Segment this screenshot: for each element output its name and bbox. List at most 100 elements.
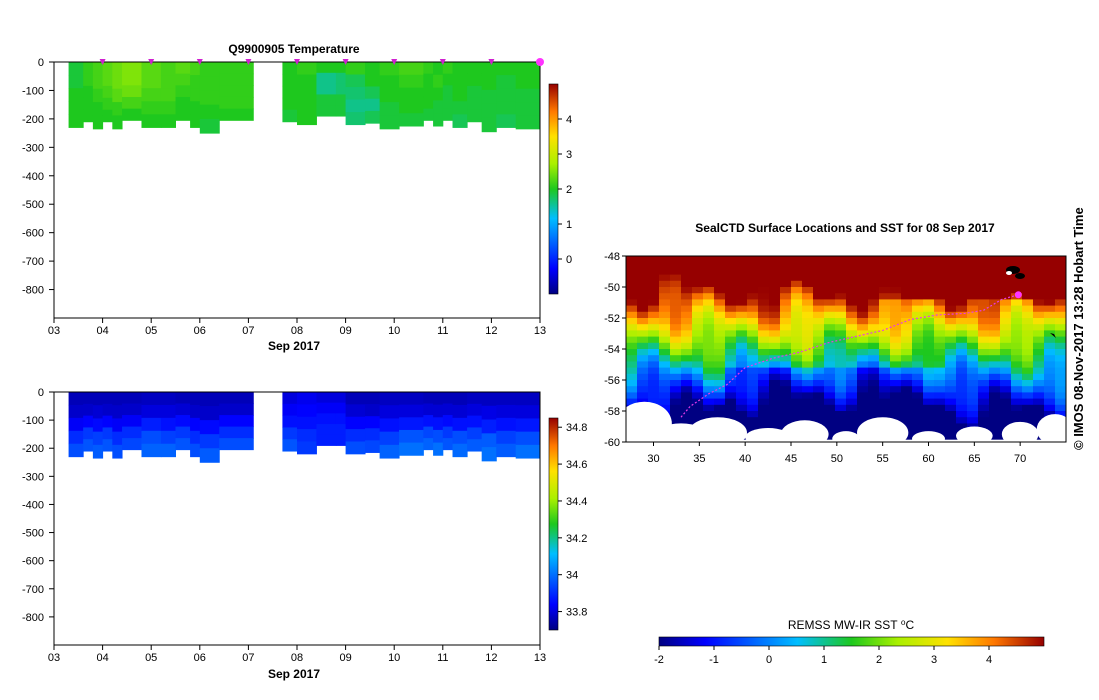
sst-cell [725, 262, 737, 269]
sst-cell [725, 349, 737, 356]
sst-cell [934, 349, 946, 356]
sst-cell [868, 262, 880, 269]
sst-cell [659, 274, 671, 282]
sst-cell [736, 311, 748, 319]
sst-cell [648, 342, 660, 350]
sst-cell [945, 435, 957, 442]
sst-cell [670, 392, 682, 400]
sst-cell [736, 293, 748, 300]
section-cell [219, 415, 254, 428]
section-cell [379, 392, 400, 406]
section-cell [496, 114, 517, 128]
section-cell [102, 73, 113, 87]
sst-cell [1044, 380, 1056, 387]
sst-cell [989, 280, 1001, 288]
section-cell [112, 115, 123, 130]
sst-cell [1011, 404, 1023, 412]
sst-cell [967, 330, 979, 338]
sst-cell [846, 311, 858, 319]
section-cell [141, 430, 162, 445]
sst-cell [890, 342, 902, 350]
section-cell [467, 415, 483, 428]
sst-cell [1022, 367, 1034, 375]
section-cell [68, 62, 84, 76]
sst-cell [703, 274, 715, 282]
sst-cell [967, 392, 979, 400]
sst-cell [989, 349, 1001, 356]
sst-cell [681, 287, 693, 294]
section-cell [160, 443, 176, 458]
sst-cell [692, 361, 704, 369]
sst-cell [934, 336, 946, 344]
sst-cell [681, 311, 693, 319]
sst-cell [857, 442, 869, 449]
sst-cell [989, 355, 1001, 362]
sst-cell [637, 293, 649, 300]
section-cell [399, 429, 424, 444]
section-cell [515, 418, 541, 433]
sst-cell [714, 268, 726, 276]
sst-cell [857, 287, 869, 294]
sst-cell [934, 287, 946, 294]
section-cell [345, 112, 366, 126]
sst-cell [1022, 311, 1034, 319]
sst-cell [945, 349, 957, 356]
sst-cell [1055, 318, 1066, 325]
section-cell [433, 100, 444, 114]
section-cell [282, 415, 298, 428]
sst-cell [769, 324, 781, 331]
sst-cell [824, 293, 836, 300]
sst-cell [714, 256, 726, 263]
section-cell [68, 417, 84, 432]
sst-cell [857, 380, 869, 387]
sst-cell [956, 274, 968, 282]
sst-cell [934, 386, 946, 393]
sst-cell [1022, 355, 1034, 362]
lat-tick-label: -48 [604, 251, 620, 263]
sst-cell [736, 274, 748, 282]
sst-cell [648, 392, 660, 400]
sst-cell [1011, 318, 1023, 325]
lat-tick-label: -50 [604, 282, 620, 294]
sst-cell [692, 380, 704, 387]
section-cell [496, 101, 517, 115]
sst-cell [637, 262, 649, 269]
sst-cell [978, 349, 990, 356]
section-cell [199, 420, 220, 435]
sst-cell [648, 373, 660, 381]
sst-cell [714, 373, 726, 381]
sst-cell [813, 411, 825, 418]
sst-cell [967, 324, 979, 331]
sst-cell [989, 392, 1001, 400]
y-tick-label: -400 [22, 171, 44, 183]
section-cell [335, 413, 347, 425]
sst-cell [1011, 355, 1023, 362]
x-tick-label: 13 [534, 652, 546, 664]
sst-cell [923, 262, 935, 269]
section-cell [496, 62, 517, 76]
sst-cell [890, 386, 902, 393]
sst-cell [835, 373, 847, 381]
section-cell [199, 76, 220, 91]
sst-cell [758, 361, 770, 369]
section-cell [102, 392, 113, 405]
section-cell [433, 87, 444, 101]
sst-cell [714, 398, 726, 406]
sst-cell [758, 330, 770, 338]
sst-cell [626, 305, 638, 313]
sst-cell [813, 256, 825, 263]
sst-cell [791, 411, 803, 418]
sst-cell [1033, 349, 1045, 356]
section-cell [442, 392, 454, 405]
sst-cell [868, 287, 880, 294]
sst-cell [780, 336, 792, 344]
section-cell [467, 62, 483, 75]
lon-tick-label: 40 [739, 453, 751, 465]
section-cell [92, 392, 104, 406]
sst-cell [824, 398, 836, 406]
section-cell [481, 117, 497, 133]
x-tick-label: 13 [534, 325, 546, 337]
sst-cell [626, 392, 638, 400]
sst-cell [736, 442, 748, 449]
section-cell [399, 392, 424, 406]
